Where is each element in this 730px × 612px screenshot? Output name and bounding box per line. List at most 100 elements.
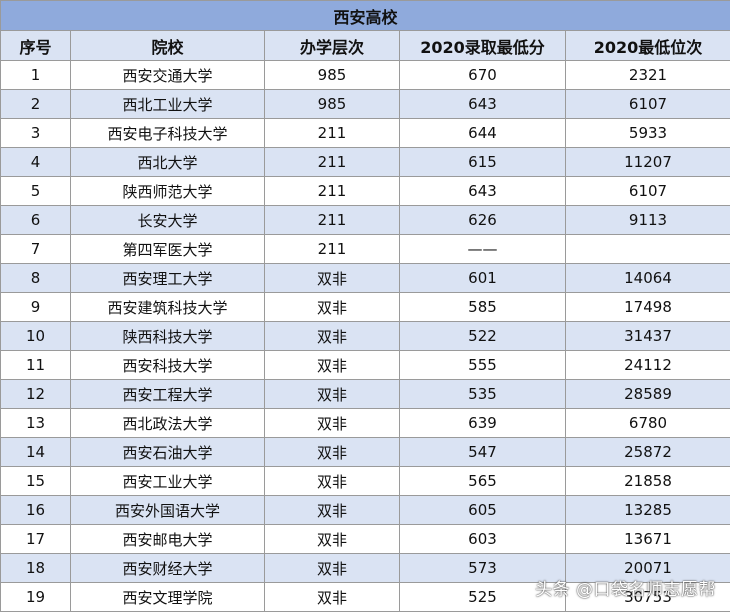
cell-level: 双非 [265, 525, 400, 554]
cell-index: 13 [1, 409, 71, 438]
cell-school: 西安电子科技大学 [71, 119, 265, 148]
cell-level: 双非 [265, 380, 400, 409]
cell-min-score: 535 [400, 380, 566, 409]
cell-level: 985 [265, 61, 400, 90]
cell-school: 第四军医大学 [71, 235, 265, 264]
cell-min-rank: 9113 [566, 206, 730, 235]
cell-min-score: 670 [400, 61, 566, 90]
cell-index: 8 [1, 264, 71, 293]
cell-level: 双非 [265, 583, 400, 612]
cell-index: 10 [1, 322, 71, 351]
cell-school: 西安石油大学 [71, 438, 265, 467]
cell-index: 9 [1, 293, 71, 322]
cell-school: 西安外国语大学 [71, 496, 265, 525]
cell-level: 211 [265, 148, 400, 177]
cell-min-score: 605 [400, 496, 566, 525]
cell-min-score: 603 [400, 525, 566, 554]
cell-index: 3 [1, 119, 71, 148]
cell-min-rank: 6107 [566, 177, 730, 206]
cell-index: 16 [1, 496, 71, 525]
cell-index: 17 [1, 525, 71, 554]
cell-level: 双非 [265, 293, 400, 322]
cell-level: 双非 [265, 264, 400, 293]
cell-index: 18 [1, 554, 71, 583]
column-header-level: 办学层次 [265, 31, 400, 61]
cell-school: 西安建筑科技大学 [71, 293, 265, 322]
cell-min-rank: 2321 [566, 61, 730, 90]
cell-index: 1 [1, 61, 71, 90]
cell-level: 双非 [265, 409, 400, 438]
cell-min-score: 644 [400, 119, 566, 148]
cell-school: 陕西师范大学 [71, 177, 265, 206]
cell-school: 西北政法大学 [71, 409, 265, 438]
cell-school: 西北工业大学 [71, 90, 265, 119]
cell-level: 双非 [265, 438, 400, 467]
cell-min-rank: 13671 [566, 525, 730, 554]
cell-min-rank: 24112 [566, 351, 730, 380]
cell-min-rank [566, 235, 730, 264]
cell-min-score: 522 [400, 322, 566, 351]
cell-index: 19 [1, 583, 71, 612]
column-header-school: 院校 [71, 31, 265, 61]
cell-min-score: 565 [400, 467, 566, 496]
cell-level: 211 [265, 119, 400, 148]
cell-min-score: 585 [400, 293, 566, 322]
cell-school: 西安科技大学 [71, 351, 265, 380]
cell-level: 211 [265, 235, 400, 264]
cell-min-score: 639 [400, 409, 566, 438]
cell-level: 985 [265, 90, 400, 119]
cell-school: 长安大学 [71, 206, 265, 235]
cell-index: 2 [1, 90, 71, 119]
cell-level: 211 [265, 206, 400, 235]
cell-min-rank: 17498 [566, 293, 730, 322]
cell-min-rank: 6780 [566, 409, 730, 438]
cell-min-score: —— [400, 235, 566, 264]
watermark-text: 头条 @口袋名师志愿帮 [535, 575, 716, 600]
table-title: 西安高校 [1, 1, 730, 31]
watermark: 头条 @口袋名师志愿帮 [535, 575, 716, 600]
cell-min-rank: 11207 [566, 148, 730, 177]
cell-min-rank: 5933 [566, 119, 730, 148]
table-header-row: 序号 院校 办学层次 2020录取最低分 2020最低位次 [1, 31, 730, 61]
cell-min-rank: 31437 [566, 322, 730, 351]
cell-min-rank: 13285 [566, 496, 730, 525]
cell-school: 西安文理学院 [71, 583, 265, 612]
cell-min-score: 626 [400, 206, 566, 235]
cell-level: 211 [265, 177, 400, 206]
cell-school: 西安理工大学 [71, 264, 265, 293]
cell-index: 7 [1, 235, 71, 264]
cell-school: 陕西科技大学 [71, 322, 265, 351]
cell-school: 西北大学 [71, 148, 265, 177]
cell-min-score: 555 [400, 351, 566, 380]
column-header-index: 序号 [1, 31, 71, 61]
cell-min-score: 601 [400, 264, 566, 293]
cell-min-score: 547 [400, 438, 566, 467]
cell-min-rank: 21858 [566, 467, 730, 496]
cell-index: 5 [1, 177, 71, 206]
cell-min-score: 643 [400, 90, 566, 119]
cell-school: 西安交通大学 [71, 61, 265, 90]
cell-index: 12 [1, 380, 71, 409]
cell-index: 14 [1, 438, 71, 467]
cell-level: 双非 [265, 496, 400, 525]
cell-level: 双非 [265, 322, 400, 351]
cell-min-rank: 6107 [566, 90, 730, 119]
cell-index: 15 [1, 467, 71, 496]
cell-min-score: 643 [400, 177, 566, 206]
cell-index: 4 [1, 148, 71, 177]
